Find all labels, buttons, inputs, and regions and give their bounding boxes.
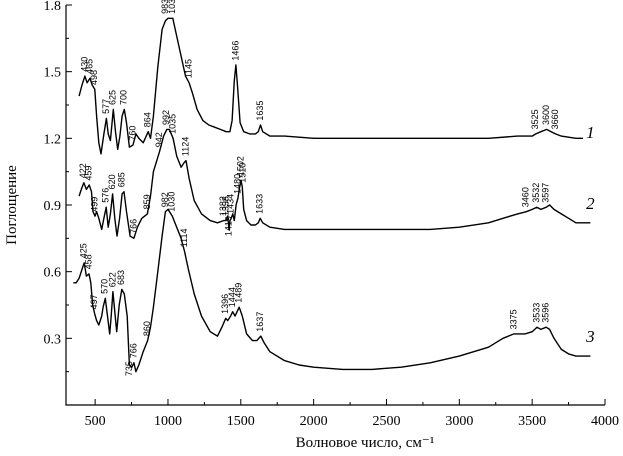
peak-label: 1145	[183, 59, 193, 78]
x-tick-label: 3500	[518, 414, 546, 429]
peak-label: 430	[79, 57, 89, 72]
peak-label: 859	[142, 194, 152, 209]
peak-label: 3600	[541, 105, 551, 125]
y-tick-label: 0.9	[44, 199, 62, 214]
spectrum-line-3	[73, 208, 591, 373]
peak-label: 498	[89, 70, 99, 85]
peak-label: 3375	[508, 309, 518, 329]
peak-label: 1035	[167, 114, 177, 134]
peak-label: 1124	[180, 137, 190, 156]
peak-label: 1382	[218, 196, 228, 216]
series-label-3: 3	[585, 327, 595, 346]
peak-label: 760	[127, 126, 137, 141]
peak-label: 735	[124, 361, 134, 376]
peak-label: 620	[107, 174, 117, 189]
peak-label: 1480	[232, 174, 242, 194]
peak-label: 1510	[237, 163, 247, 183]
peak-label: 1030	[167, 192, 177, 212]
peak-label: 1033	[167, 0, 177, 14]
series-label-2: 2	[586, 194, 595, 213]
peak-label: 1434	[226, 194, 236, 214]
peak-label: 3525	[530, 109, 540, 129]
peak-label: 458	[83, 254, 93, 269]
spectrum-line-1	[78, 17, 584, 155]
peak-label: 499	[89, 197, 99, 212]
peak-label: 570	[100, 279, 110, 294]
y-axis-title: Поглощение	[4, 165, 20, 245]
peak-label: 685	[116, 172, 126, 187]
peak-label: 3460	[521, 187, 531, 207]
spectrum-line-2	[78, 128, 591, 239]
y-tick-label: 0.3	[44, 332, 62, 347]
peak-label: 860	[142, 321, 152, 336]
peak-label: 942	[154, 132, 164, 147]
peak-label: 1637	[255, 312, 265, 332]
peak-label: 3597	[541, 183, 551, 203]
peak-label: 864	[143, 112, 153, 127]
x-tick-label: 500	[85, 414, 106, 429]
peak-label: 425	[79, 243, 89, 258]
peak-label: 465	[84, 59, 94, 74]
peak-label: 1444	[227, 287, 237, 307]
x-tick-label: 4000	[591, 414, 619, 429]
peak-label: 700	[119, 90, 129, 105]
peak-label: 766	[128, 219, 138, 234]
x-tick-label: 2000	[300, 414, 328, 429]
peak-label: 766	[128, 343, 138, 358]
peak-label: 459	[84, 166, 94, 181]
peak-label: 992	[161, 110, 171, 125]
y-tick-label: 0.6	[44, 266, 62, 281]
y-tick-label: 1.8	[44, 0, 62, 14]
series-label-1: 1	[586, 123, 595, 142]
peak-label: 1466	[230, 41, 240, 61]
peak-label: 1419	[223, 216, 233, 236]
peak-label: 1398	[220, 196, 230, 216]
x-tick-label: 1500	[227, 414, 255, 429]
peak-label: 1635	[255, 101, 265, 121]
y-tick-label: 1.5	[44, 66, 62, 81]
peak-label: 1114	[179, 229, 189, 248]
peak-label: 3596	[540, 303, 550, 323]
peak-label: 422	[78, 163, 88, 178]
x-tick-label: 2500	[372, 414, 400, 429]
spectra-layer	[73, 17, 591, 373]
x-tick-label: 3000	[445, 414, 473, 429]
series-labels-layer: 1 2 3	[585, 123, 595, 346]
peak-label: 683	[116, 270, 126, 285]
x-tick-label: 1000	[154, 414, 182, 429]
peak-label: 576	[101, 188, 111, 203]
peak-label: 1633	[255, 194, 265, 214]
y-axis-ticks: 0.3 0.6 0.9 1.2 1.5 1.8	[44, 0, 72, 373]
peak-label: 622	[107, 272, 117, 287]
peak-label: 3533	[531, 303, 541, 323]
peak-label: 3660	[550, 109, 560, 129]
peak-label: 982	[160, 192, 170, 207]
peak-label: 1489	[234, 283, 244, 303]
peak-label: 1396	[220, 294, 230, 314]
peak-label: 497	[89, 294, 99, 309]
x-axis-title: Волновое число, см⁻¹	[296, 435, 435, 451]
peak-label: 1502	[235, 156, 245, 176]
peak-label: 577	[101, 99, 111, 114]
peak-label: 625	[108, 90, 118, 105]
x-axis-ticks: 500 1000 1500 2000 2500 3000 3500 4000	[85, 399, 619, 429]
peak-label: 3532	[531, 183, 541, 203]
y-tick-label: 1.2	[44, 132, 62, 147]
peak-label: 983	[160, 0, 170, 14]
